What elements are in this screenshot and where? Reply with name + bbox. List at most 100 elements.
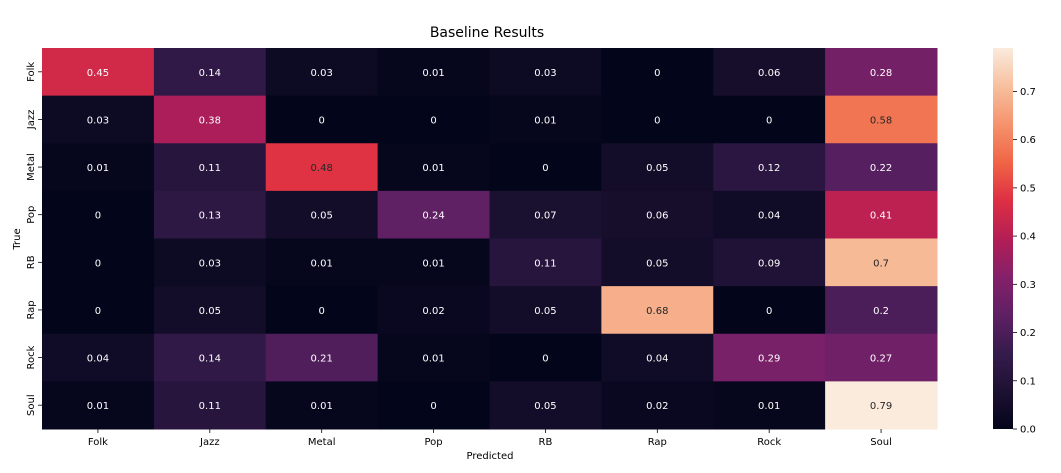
cell-value-label: 0.05 xyxy=(534,401,556,412)
heatmap-cell xyxy=(265,381,379,430)
cell-value-label: 0.01 xyxy=(422,258,444,269)
chart-title: Baseline Results xyxy=(430,25,544,41)
cell-value-label: 0.03 xyxy=(534,68,556,79)
cell-value-label: 0.01 xyxy=(422,163,444,174)
heatmap-cell xyxy=(377,333,490,382)
heatmap-cell xyxy=(713,48,826,97)
heatmap-cell xyxy=(601,48,714,97)
heatmap-cell xyxy=(42,143,155,192)
heatmap-cell xyxy=(825,48,938,97)
cell-value-label: 0 xyxy=(95,211,101,222)
colorbar xyxy=(993,48,1013,429)
y-tick-label: Rap xyxy=(26,300,37,319)
cell-value-label: 0.03 xyxy=(311,68,333,79)
colorbar-tick-label: 0.6 xyxy=(1020,135,1036,146)
cell-value-label: 0.01 xyxy=(87,401,109,412)
heatmap-cell xyxy=(42,381,155,430)
heatmap-cell xyxy=(601,190,714,239)
heatmap-cell xyxy=(377,143,490,192)
cell-value-label: 0.01 xyxy=(422,68,444,79)
heatmap-cell xyxy=(265,95,379,144)
cell-value-label: 0.06 xyxy=(646,211,668,222)
heatmap-cell xyxy=(713,190,826,239)
x-tick-label: Soul xyxy=(870,437,892,448)
cell-value-label: 0.58 xyxy=(870,115,892,126)
x-tick-label: Jazz xyxy=(199,437,220,448)
heatmap-cell xyxy=(153,333,267,382)
cell-value-label: 0.02 xyxy=(646,401,668,412)
heatmap-cell xyxy=(601,238,714,287)
cell-value-label: 0.48 xyxy=(311,163,333,174)
heatmap-cell xyxy=(489,381,602,430)
colorbar-tick-label: 0.1 xyxy=(1020,376,1036,387)
heatmap-cell xyxy=(265,143,379,192)
heatmap-cell xyxy=(713,95,826,144)
cell-value-label: 0.38 xyxy=(199,115,221,126)
heatmap-cell xyxy=(153,48,267,97)
cell-value-label: 0.05 xyxy=(646,163,668,174)
colorbar-tick-label: 0.0 xyxy=(1020,425,1036,436)
heatmap-cell xyxy=(265,333,379,382)
x-tick-label: RB xyxy=(539,437,553,448)
heatmap-cell xyxy=(377,381,490,430)
cell-value-label: 0.05 xyxy=(646,258,668,269)
x-tick-labels: Folk Jazz Metal Pop RB Rap Rock Soul xyxy=(88,429,892,448)
colorbar-tick-label: 0.3 xyxy=(1020,280,1036,291)
heatmap-cell xyxy=(489,238,602,287)
heatmap-cell xyxy=(265,48,379,97)
cell-value-label: 0 xyxy=(654,115,660,126)
heatmap-cell xyxy=(489,286,602,335)
heatmap-cell xyxy=(489,48,602,97)
y-tick-label: RB xyxy=(26,255,37,269)
cell-value-label: 0.05 xyxy=(311,211,333,222)
heatmap-cell xyxy=(713,286,826,335)
cell-value-label: 0.7 xyxy=(873,258,889,269)
cell-value-label: 0.01 xyxy=(534,115,556,126)
heatmap-cell xyxy=(265,190,379,239)
y-tick-label: Pop xyxy=(26,206,37,224)
cell-value-label: 0.01 xyxy=(87,163,109,174)
cell-value-label: 0.05 xyxy=(534,306,556,317)
heatmap-cell xyxy=(377,95,490,144)
cell-value-label: 0.01 xyxy=(311,258,333,269)
x-tick-label: Rap xyxy=(648,437,667,448)
cell-value-label: 0.11 xyxy=(534,258,556,269)
cell-value-label: 0.14 xyxy=(199,354,221,365)
cell-value-label: 0.45 xyxy=(87,68,109,79)
cell-value-label: 0.06 xyxy=(758,68,780,79)
cell-value-label: 0 xyxy=(766,306,772,317)
heatmap-cell xyxy=(377,238,490,287)
heatmap-cell xyxy=(42,48,155,97)
cell-value-label: 0 xyxy=(542,163,548,174)
cell-value-label: 0.41 xyxy=(870,211,892,222)
heatmap-cell xyxy=(377,48,490,97)
cell-value-label: 0 xyxy=(766,115,772,126)
cell-value-label: 0 xyxy=(95,258,101,269)
heatmap-cell xyxy=(489,95,602,144)
cell-value-label: 0.02 xyxy=(422,306,444,317)
heatmap-cell xyxy=(489,143,602,192)
heatmap-cell xyxy=(377,190,490,239)
heatmap-cell xyxy=(713,381,826,430)
cell-value-label: 0.01 xyxy=(422,354,444,365)
heatmap-cell xyxy=(825,286,938,335)
cell-value-label: 0.68 xyxy=(646,306,668,317)
heatmap-cell xyxy=(601,381,714,430)
cell-value-label: 0.79 xyxy=(870,401,892,412)
heatmap-cell xyxy=(265,238,379,287)
heatmap-cell xyxy=(825,333,938,382)
heatmap-cell xyxy=(601,95,714,144)
cell-value-label: 0.05 xyxy=(199,306,221,317)
heatmap-cell xyxy=(601,286,714,335)
heatmap-cell xyxy=(713,143,826,192)
cell-value-label: 0.11 xyxy=(199,401,221,412)
x-tick-label: Pop xyxy=(424,437,442,448)
heatmap-cell xyxy=(825,95,938,144)
y-tick-labels: Folk Jazz Metal Pop RB Rap Rock Soul xyxy=(26,62,42,416)
y-tick-label: Metal xyxy=(26,153,37,181)
cell-value-label: 0 xyxy=(95,306,101,317)
cell-value-label: 0.2 xyxy=(873,306,889,317)
heatmap-cell xyxy=(42,238,155,287)
cell-value-label: 0 xyxy=(430,401,436,412)
